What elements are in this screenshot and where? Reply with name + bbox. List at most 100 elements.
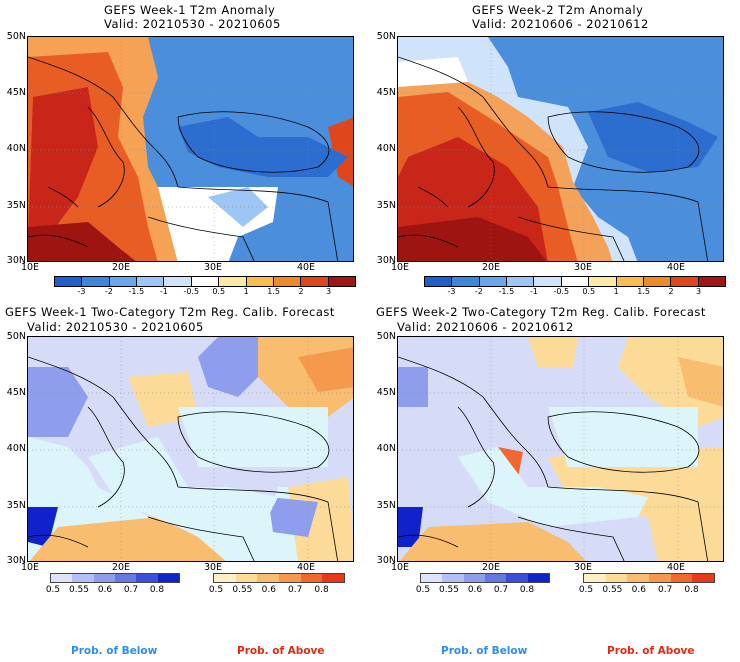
colorbar-swatch bbox=[605, 574, 628, 582]
colorbar-swatch bbox=[506, 574, 528, 582]
colorbar-swatch bbox=[246, 277, 274, 286]
colorbar-swatch bbox=[671, 277, 699, 286]
below-legend-label: Prob. of Below bbox=[441, 645, 528, 657]
probability-tick-label: 0.5 bbox=[578, 585, 594, 595]
colorbar-swatch bbox=[561, 277, 590, 286]
colorbar-swatch bbox=[235, 574, 258, 582]
colorbar-swatch bbox=[649, 574, 671, 582]
colorbar-tick-label: -3 bbox=[77, 287, 86, 296]
above-probability-colorbar bbox=[213, 573, 345, 583]
colorbar-swatch bbox=[82, 277, 110, 286]
colorbar-tick-label: -1.5 bbox=[498, 287, 515, 296]
probability-tick-label: 0.6 bbox=[631, 585, 646, 595]
colorbar-swatch bbox=[643, 277, 672, 286]
colorbar-swatch bbox=[55, 277, 83, 286]
colorbar-swatch bbox=[442, 574, 464, 582]
colorbar-swatch bbox=[425, 277, 453, 286]
lon-label: 20E bbox=[111, 262, 131, 273]
colorbar-swatch bbox=[627, 574, 650, 582]
anomaly-colorbar bbox=[424, 276, 726, 287]
lat-label: 50N bbox=[376, 331, 396, 342]
colorbar-tick-label: 1.5 bbox=[637, 287, 650, 296]
panel-subtitle: Valid: 20210606 - 20210612 bbox=[472, 17, 649, 31]
lat-label: 30N bbox=[6, 555, 26, 566]
probability-tick-label: 0.7 bbox=[288, 585, 303, 595]
colorbar-swatch bbox=[72, 574, 94, 582]
colorbar-swatch bbox=[136, 574, 158, 582]
probability-tick-label: 0.8 bbox=[314, 585, 329, 595]
lon-label: 30E bbox=[203, 562, 223, 573]
lat-label: 30N bbox=[376, 555, 396, 566]
lat-label: 50N bbox=[376, 31, 396, 42]
probability-tick-label: 0.7 bbox=[493, 585, 509, 595]
colorbar-swatch bbox=[328, 277, 355, 286]
colorbar-swatch bbox=[300, 574, 323, 582]
colorbar-tick-label: 1.5 bbox=[267, 287, 280, 296]
probability-tick-label: 0.55 bbox=[232, 585, 253, 595]
probability-tick-label: 0.5 bbox=[208, 585, 224, 595]
probability-tick-label: 0.6 bbox=[467, 585, 483, 595]
colorbar-swatch bbox=[273, 277, 302, 286]
lat-label: 45N bbox=[6, 87, 26, 98]
colorbar-swatch bbox=[507, 277, 535, 286]
above-probability-colorbar bbox=[583, 573, 715, 583]
lon-label: 40E bbox=[296, 262, 316, 273]
lon-label: 10E bbox=[20, 562, 40, 573]
colorbar-tick-label: 2 bbox=[668, 287, 674, 296]
lon-label: 30E bbox=[203, 262, 223, 273]
colorbar-swatch bbox=[114, 574, 137, 582]
below-probability-colorbar bbox=[420, 573, 550, 583]
colorbar-tick-label: 3 bbox=[695, 287, 702, 296]
anomaly-map-week2 bbox=[397, 36, 724, 262]
colorbar-tick-label: -3 bbox=[447, 287, 456, 296]
lat-label: 35N bbox=[6, 200, 26, 211]
probability-tick-label: 0.5 bbox=[415, 585, 431, 595]
colorbar-swatch bbox=[257, 574, 280, 582]
colorbar-swatch bbox=[137, 277, 165, 286]
colorbar-swatch bbox=[279, 574, 301, 582]
lat-label: 40N bbox=[376, 443, 396, 454]
colorbar-swatch bbox=[157, 574, 179, 582]
lat-label: 45N bbox=[376, 387, 396, 398]
probability-tick-label: 0.8 bbox=[684, 585, 699, 595]
lat-label: 45N bbox=[6, 387, 26, 398]
lon-label: 40E bbox=[296, 562, 316, 573]
panel-subtitle: Valid: 20210530 - 20210605 bbox=[104, 17, 281, 31]
lon-label: 20E bbox=[481, 262, 501, 273]
colorbar-swatch bbox=[452, 277, 480, 286]
colorbar-tick-label: 3 bbox=[325, 287, 332, 296]
colorbar-swatch bbox=[93, 574, 115, 582]
colorbar-tick-label: -1 bbox=[529, 287, 538, 296]
colorbar-tick-label: -0.5 bbox=[553, 287, 570, 296]
colorbar-swatch bbox=[616, 277, 644, 286]
probability-tick-label: 0.7 bbox=[658, 585, 673, 595]
colorbar-tick-label: -1.5 bbox=[128, 287, 145, 296]
lat-label: 45N bbox=[376, 87, 396, 98]
panel-title: GEFS Week-1 Two-Category T2m Reg. Calib.… bbox=[5, 305, 335, 319]
colorbar-swatch bbox=[322, 574, 345, 582]
colorbar-swatch bbox=[191, 277, 220, 286]
colorbar-tick-label: -2 bbox=[104, 287, 113, 296]
lon-label: 40E bbox=[666, 562, 686, 573]
colorbar-swatch bbox=[109, 277, 138, 286]
anomaly-map-week1 bbox=[27, 36, 354, 262]
above-legend-label: Prob. of Above bbox=[607, 645, 695, 657]
panel-title: GEFS Week-2 T2m Anomaly bbox=[472, 3, 644, 17]
lat-label: 40N bbox=[6, 143, 26, 154]
lat-label: 50N bbox=[6, 331, 26, 342]
colorbar-swatch bbox=[670, 574, 693, 582]
colorbar-swatch bbox=[692, 574, 715, 582]
lon-label: 20E bbox=[481, 562, 501, 573]
colorbar-swatch bbox=[527, 574, 549, 582]
panel-title: GEFS Week-2 Two-Category T2m Reg. Calib.… bbox=[376, 305, 706, 319]
colorbar-tick-label: 2 bbox=[298, 287, 304, 296]
colorbar-swatch bbox=[219, 277, 247, 286]
colorbar-swatch bbox=[164, 277, 192, 286]
lon-label: 10E bbox=[390, 562, 410, 573]
colorbar-swatch bbox=[214, 574, 236, 582]
lat-label: 30N bbox=[376, 255, 396, 266]
colorbar-tick-label: 0.5 bbox=[582, 287, 596, 296]
anomaly-colorbar bbox=[54, 276, 356, 287]
probability-map-week1 bbox=[27, 336, 354, 562]
lon-label: 30E bbox=[573, 262, 593, 273]
